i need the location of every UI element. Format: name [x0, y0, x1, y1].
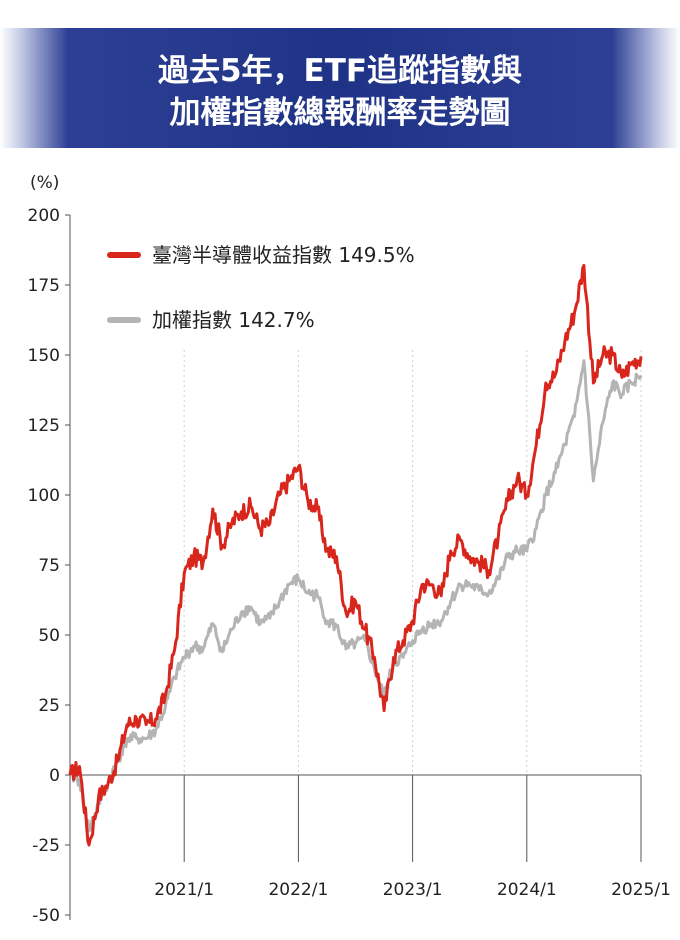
y-axis-unit-label: (%) [30, 173, 59, 193]
series-lines [68, 263, 643, 847]
y-tick-label: 25 [38, 696, 60, 716]
legend-label: 加權指數 142.7% [152, 308, 315, 332]
grid-lines [183, 350, 642, 775]
axes: -50 -25 0 25 50 75 100 125 150 175 200 (%) 2021/1 202… [28, 173, 671, 926]
x-tick-label: 2023/1 [383, 880, 443, 900]
x-tick-label: 2021/1 [154, 880, 214, 900]
y-tick-label: 175 [28, 276, 60, 296]
y-tick-label: 100 [28, 486, 60, 506]
x-tick-label: 2024/1 [497, 880, 557, 900]
y-tick-label: 125 [28, 416, 60, 436]
y-tick-label: 50 [38, 626, 60, 646]
series-line-semiconductor [68, 263, 643, 847]
legend: 臺灣半導體收益指數 149.5% 加權指數 142.7% [107, 243, 415, 332]
legend-label: 臺灣半導體收益指數 149.5% [152, 243, 415, 267]
y-tick-label: -50 [32, 906, 60, 926]
x-tick-label: 2022/1 [268, 880, 328, 900]
chart-title: 過去5年，ETF追蹤指數與 加權指數總報酬率走勢圖 [157, 53, 523, 131]
y-tick-label: 75 [38, 556, 60, 576]
x-tick-label: 2025/1 [611, 880, 671, 900]
title-banner: 過去5年，ETF追蹤指數與 加權指數總報酬率走勢圖 [0, 28, 680, 148]
y-tick-label: 200 [28, 206, 60, 226]
y-tick-label: -25 [32, 836, 60, 856]
y-tick-label: 0 [49, 766, 60, 786]
series-line-taiex [68, 359, 643, 833]
y-tick-label: 150 [28, 346, 60, 366]
